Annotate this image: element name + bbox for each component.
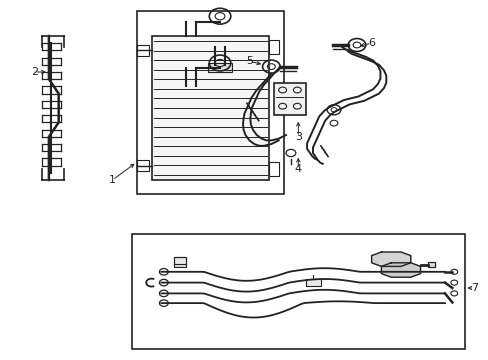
Text: 7: 7 — [470, 283, 477, 293]
Text: 1: 1 — [109, 175, 116, 185]
Bar — [137, 11, 283, 194]
Bar — [151, 36, 268, 180]
Bar — [173, 264, 185, 267]
Bar — [268, 162, 278, 176]
Bar — [305, 279, 320, 286]
Polygon shape — [381, 263, 420, 277]
Bar — [268, 40, 278, 54]
Text: 5: 5 — [245, 56, 252, 66]
Polygon shape — [371, 252, 410, 266]
Bar — [273, 83, 305, 115]
Bar — [207, 63, 232, 72]
Text: 4: 4 — [294, 164, 301, 174]
Text: 2: 2 — [31, 67, 38, 77]
Bar — [427, 262, 434, 267]
Text: 6: 6 — [367, 38, 374, 48]
Bar — [137, 45, 149, 56]
Bar — [173, 257, 185, 265]
Bar — [132, 234, 464, 349]
Text: 3: 3 — [294, 132, 301, 142]
Bar — [137, 160, 149, 171]
